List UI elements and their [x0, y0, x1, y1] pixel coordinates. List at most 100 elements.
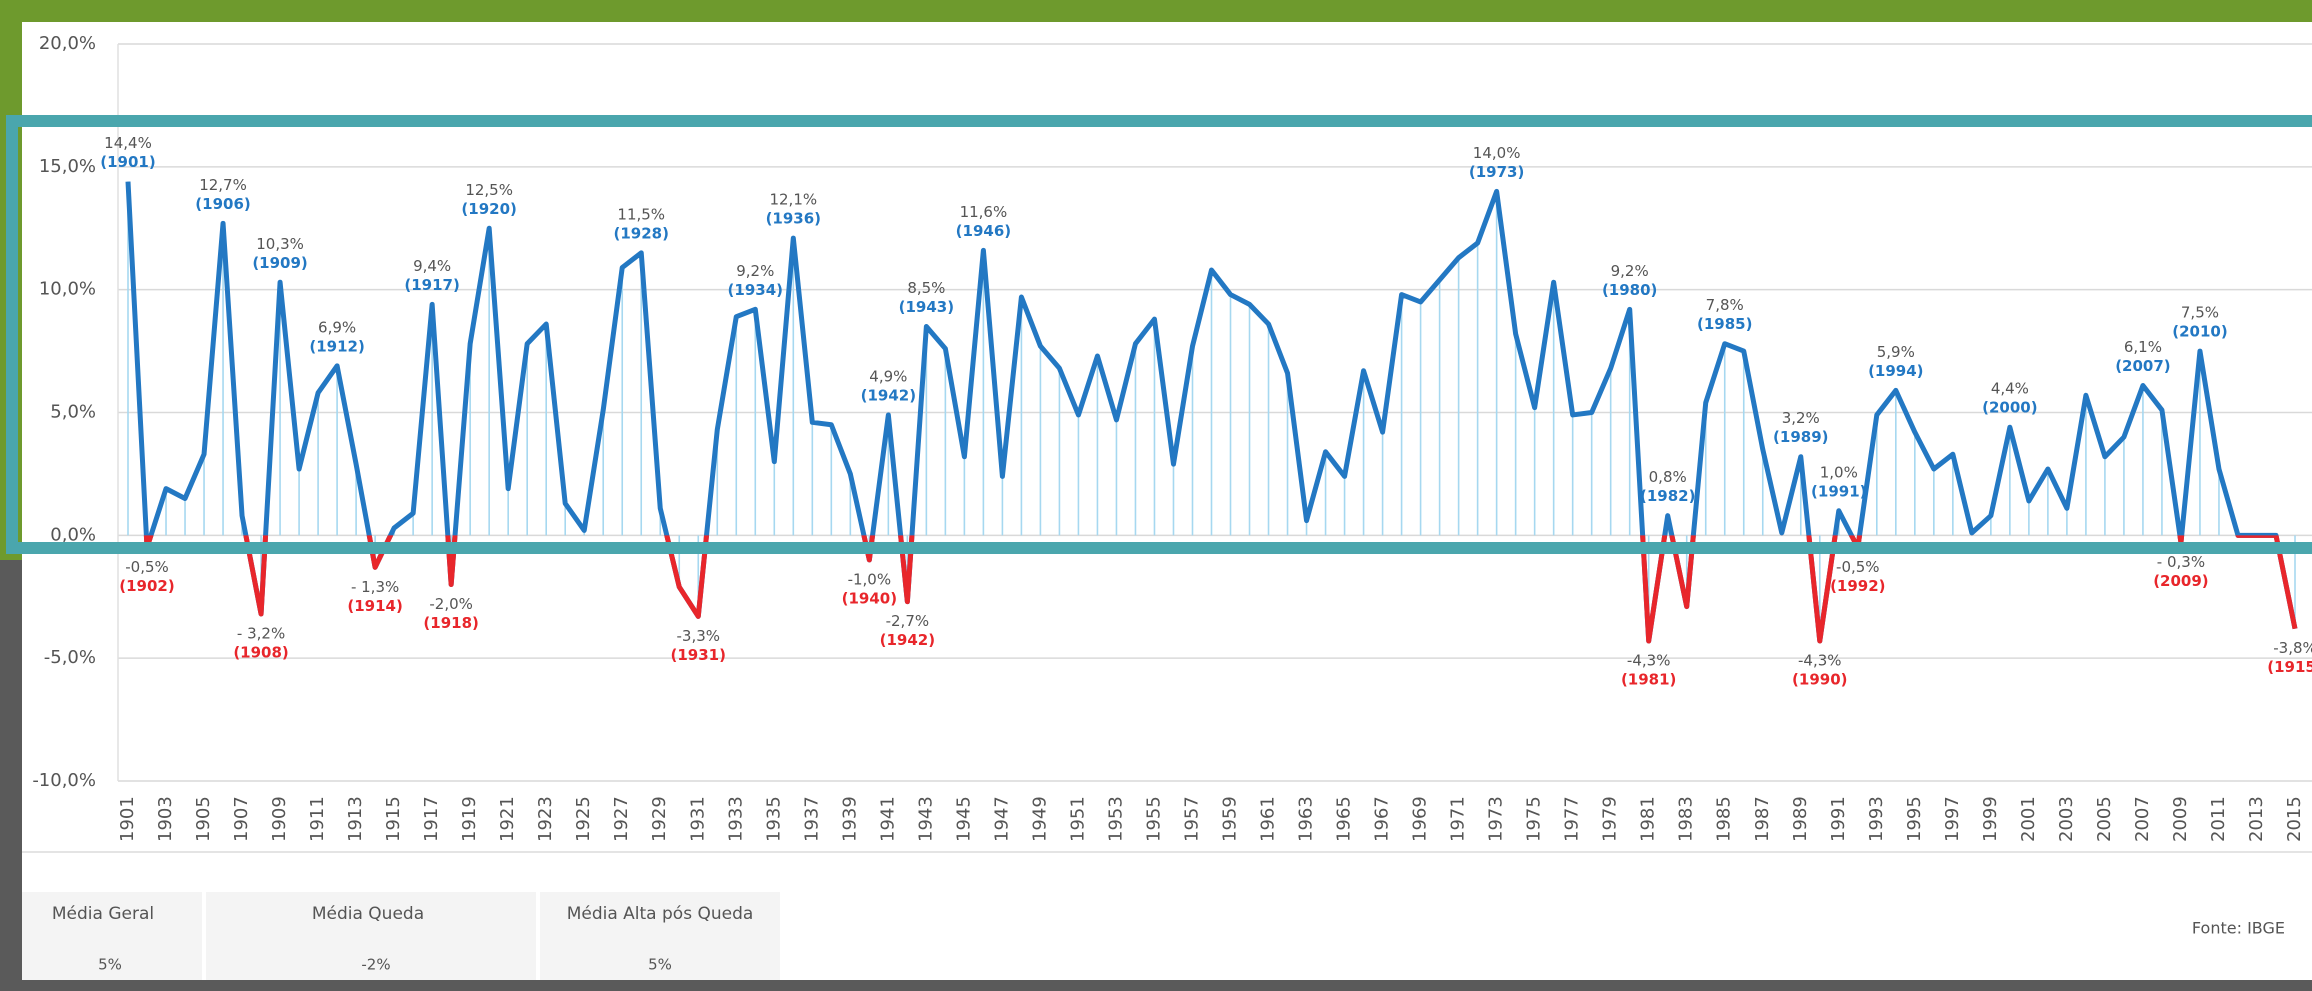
summary-value: 5%	[648, 956, 672, 974]
x-tick-label: 1973	[1486, 796, 1507, 842]
year-label: (1985)	[1697, 315, 1752, 333]
plot: -10,0%-5,0%0,0%5,0%10,0%15,0%20,0%14,4%(…	[32, 33, 2312, 842]
x-tick-label: 1933	[725, 796, 746, 842]
x-tick-label: 1945	[953, 796, 974, 842]
data-label: 6,1%	[2124, 338, 2162, 356]
x-tick-label: 1961	[1258, 796, 1279, 842]
data-label: 12,7%	[199, 176, 247, 194]
data-label: 5,9%	[1877, 343, 1915, 361]
data-label: 12,1%	[769, 191, 817, 209]
x-tick-label: 1911	[307, 796, 328, 842]
x-tick-label: 1997	[1942, 796, 1963, 842]
x-tick-label: 1985	[1714, 796, 1735, 842]
x-tick-label: 1903	[155, 796, 176, 842]
x-tick-label: 1971	[1448, 796, 1469, 842]
year-label: (1912)	[309, 337, 364, 355]
data-label: - 0,3%	[2157, 553, 2205, 571]
data-label: -4,3%	[1627, 651, 1671, 669]
x-tick-label: 1901	[117, 796, 138, 842]
data-label: -2,7%	[886, 612, 930, 630]
x-tick-label: 1995	[1904, 796, 1925, 842]
x-tick-label: 2011	[2208, 796, 2229, 842]
x-tick-label: 1921	[497, 796, 518, 842]
x-tick-label: 1989	[1790, 796, 1811, 842]
data-label: 0,8%	[1649, 468, 1687, 486]
x-tick-label: 1965	[1334, 796, 1355, 842]
data-label: - 3,2%	[237, 624, 285, 642]
x-tick-label: 1935	[763, 796, 784, 842]
data-label: -0,5%	[1836, 558, 1880, 576]
data-label: 7,5%	[2181, 304, 2219, 322]
x-tick-label: 1951	[1067, 796, 1088, 842]
year-label: (1992)	[1830, 577, 1885, 595]
x-tick-label: 1919	[459, 796, 480, 842]
data-label: 3,2%	[1782, 409, 1820, 427]
data-label: 9,2%	[736, 262, 774, 280]
panel	[22, 22, 2312, 980]
year-label: (1990)	[1792, 670, 1847, 688]
x-tick-label: 1943	[915, 796, 936, 842]
summary-label: Média Geral	[52, 904, 154, 924]
x-tick-label: 2007	[2132, 796, 2153, 842]
x-tick-label: 1949	[1029, 796, 1050, 842]
year-label: (1942)	[880, 631, 935, 649]
y-tick-label: 20,0%	[39, 33, 96, 54]
year-label: (1991)	[1811, 482, 1866, 500]
x-tick-label: 1923	[535, 796, 556, 842]
x-tick-label: 1987	[1752, 796, 1773, 842]
data-label: 7,8%	[1706, 296, 1744, 314]
summary-label: Média Queda	[312, 904, 424, 924]
x-tick-label: 1993	[1866, 796, 1887, 842]
year-label: (1943)	[899, 298, 954, 316]
year-label: (1928)	[614, 224, 669, 242]
summary-value: -2%	[361, 956, 390, 974]
x-tick-label: 1927	[611, 796, 632, 842]
year-label: (2010)	[2172, 323, 2227, 341]
data-label: 11,5%	[617, 205, 665, 223]
x-tick-label: 1983	[1676, 796, 1697, 842]
x-tick-label: 1905	[193, 796, 214, 842]
year-label: (1973)	[1469, 163, 1524, 181]
x-tick-label: 2009	[2170, 796, 2191, 842]
data-label: -1,0%	[848, 570, 892, 588]
data-label: 4,9%	[869, 367, 907, 385]
data-label: -3,8%	[2273, 639, 2312, 657]
x-tick-label: 1955	[1143, 796, 1164, 842]
year-label: (1936)	[766, 210, 821, 228]
cell	[206, 892, 536, 980]
x-tick-label: 2013	[2246, 796, 2267, 842]
x-tick-label: 1977	[1562, 796, 1583, 842]
year-label: (1934)	[728, 281, 783, 299]
x-tick-label: 2005	[2094, 796, 2115, 842]
x-tick-label: 1907	[231, 796, 252, 842]
year-label: (1994)	[1868, 362, 1923, 380]
data-label: 10,3%	[256, 235, 304, 253]
x-tick-label: 1991	[1828, 796, 1849, 842]
x-tick-label: 1917	[421, 796, 442, 842]
x-tick-label: 1947	[991, 796, 1012, 842]
x-tick-label: 1969	[1410, 796, 1431, 842]
x-tick-label: 1913	[345, 796, 366, 842]
data-label: 4,4%	[1991, 380, 2029, 398]
x-tick-label: 1931	[687, 796, 708, 842]
year-label: (1901)	[100, 153, 155, 171]
data-label: -3,3%	[676, 627, 720, 645]
y-tick-label: 5,0%	[50, 402, 96, 423]
year-label: (2009)	[2153, 572, 2208, 590]
line	[125, 181, 2298, 644]
data-label: -2,0%	[429, 595, 473, 613]
year-label: (1942)	[861, 386, 916, 404]
cell	[540, 892, 780, 980]
x-tick-label: 1963	[1296, 796, 1317, 842]
green-strip	[0, 0, 2312, 22]
year-label: (1909)	[252, 254, 307, 272]
x-tick-label: 1915	[383, 796, 404, 842]
year-label: (2000)	[1982, 399, 2037, 417]
x-tick-label: 2003	[2056, 796, 2077, 842]
year-label: (1989)	[1773, 428, 1828, 446]
cell	[22, 892, 202, 980]
data-label: 8,5%	[907, 279, 945, 297]
summary-value: 5%	[98, 956, 122, 974]
x-tick-label: 1957	[1181, 796, 1202, 842]
